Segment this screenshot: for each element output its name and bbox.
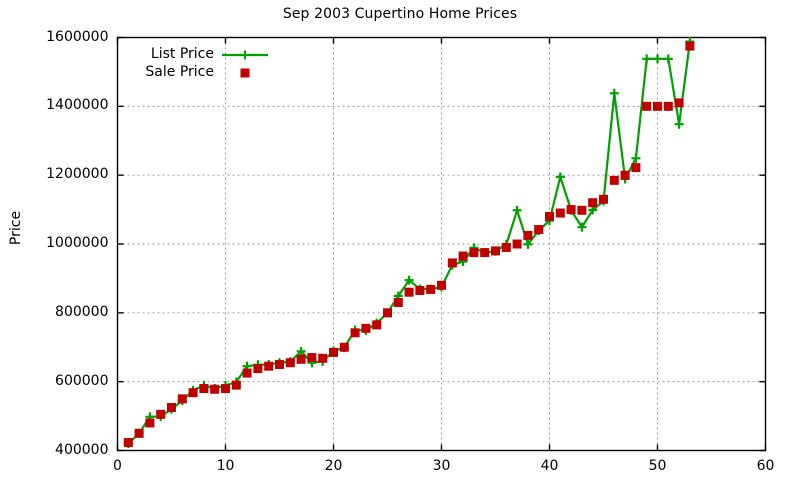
data-point-sale-price bbox=[231, 380, 241, 390]
x-tick-label: 60 bbox=[756, 457, 775, 474]
data-point-sale-price bbox=[609, 175, 619, 185]
data-point-sale-price bbox=[393, 298, 403, 308]
data-point-sale-price bbox=[415, 285, 425, 295]
data-point-sale-price bbox=[264, 361, 274, 371]
x-tick-label: 0 bbox=[113, 457, 122, 474]
y-tick-label: 1200000 bbox=[46, 166, 109, 183]
data-point-sale-price bbox=[685, 41, 695, 51]
data-point-list-price bbox=[674, 119, 684, 129]
data-point-sale-price bbox=[372, 320, 382, 330]
data-point-sale-price bbox=[642, 101, 652, 111]
legend-label-list-price: List Price bbox=[150, 46, 214, 62]
data-point-sale-price bbox=[275, 359, 284, 369]
data-point-sale-price bbox=[631, 163, 641, 173]
data-point-sale-price bbox=[318, 353, 328, 363]
y-tick-label: 1600000 bbox=[46, 28, 109, 45]
x-tick-label: 10 bbox=[216, 457, 235, 474]
data-point-list-price bbox=[404, 275, 414, 285]
data-point-sale-price bbox=[674, 98, 684, 108]
data-point-sale-price bbox=[221, 384, 230, 394]
data-point-sale-price bbox=[361, 323, 371, 333]
data-point-sale-price bbox=[555, 208, 565, 218]
data-point-sale-price bbox=[329, 347, 338, 357]
chart-title: Sep 2003 Cupertino Home Prices bbox=[282, 6, 518, 22]
data-point-sale-price bbox=[663, 101, 673, 111]
y-tick-label: 400000 bbox=[55, 441, 109, 458]
data-point-sale-price bbox=[653, 101, 662, 111]
data-point-list-price bbox=[609, 88, 619, 98]
data-point-list-price bbox=[523, 239, 533, 249]
data-point-list-price bbox=[642, 54, 652, 64]
data-point-sale-price bbox=[188, 388, 198, 398]
data-point-sale-price bbox=[523, 230, 533, 240]
data-point-list-price bbox=[663, 54, 673, 64]
data-point-list-price bbox=[296, 346, 306, 356]
data-point-sale-price bbox=[599, 194, 608, 204]
data-point-sale-price bbox=[134, 428, 144, 438]
data-point-sale-price bbox=[447, 258, 457, 268]
data-point-sale-price bbox=[491, 246, 500, 256]
data-point-sale-price bbox=[296, 354, 306, 364]
legend-swatch-sale-price bbox=[240, 68, 250, 78]
data-point-sale-price bbox=[545, 211, 554, 221]
data-point-sale-price bbox=[253, 364, 263, 374]
data-point-list-price bbox=[577, 222, 587, 232]
y-tick-label: 1400000 bbox=[46, 97, 109, 114]
data-point-sale-price bbox=[339, 342, 349, 352]
data-point-sale-price bbox=[307, 353, 317, 363]
data-point-sale-price bbox=[501, 242, 511, 252]
x-tick-label: 50 bbox=[648, 457, 667, 474]
data-point-sale-price bbox=[285, 358, 295, 368]
data-point-sale-price bbox=[588, 198, 598, 208]
data-point-sale-price bbox=[210, 384, 220, 394]
data-point-sale-price bbox=[469, 248, 479, 258]
data-point-list-price bbox=[653, 54, 662, 64]
data-point-sale-price bbox=[145, 418, 155, 428]
data-point-sale-price bbox=[620, 170, 630, 180]
data-point-sale-price bbox=[566, 205, 576, 215]
data-point-sale-price bbox=[404, 287, 414, 297]
x-tick-label: 30 bbox=[432, 457, 451, 474]
data-point-sale-price bbox=[383, 308, 392, 318]
y-tick-label: 800000 bbox=[55, 303, 109, 320]
data-point-sale-price bbox=[534, 225, 544, 235]
x-tick-label: 20 bbox=[324, 457, 343, 474]
data-point-list-price bbox=[555, 172, 565, 182]
data-point-sale-price bbox=[512, 239, 522, 249]
y-tick-label: 600000 bbox=[55, 372, 109, 389]
legend-swatch-list-price bbox=[222, 50, 268, 60]
data-point-sale-price bbox=[350, 328, 360, 338]
x-tick-label: 40 bbox=[540, 457, 559, 474]
data-point-sale-price bbox=[437, 280, 446, 290]
data-point-list-price bbox=[512, 205, 522, 215]
data-point-sale-price bbox=[167, 402, 176, 412]
data-point-sale-price bbox=[177, 394, 187, 404]
data-point-sale-price bbox=[458, 251, 468, 261]
data-point-sale-price bbox=[577, 205, 587, 215]
data-point-sale-price bbox=[426, 284, 436, 294]
y-tick-label: 1000000 bbox=[46, 235, 109, 251]
data-point-sale-price bbox=[156, 409, 166, 419]
data-point-sale-price bbox=[242, 368, 252, 378]
data-point-list-price bbox=[631, 153, 641, 163]
data-point-sale-price bbox=[199, 384, 209, 394]
legend-label-sale-price: Sale Price bbox=[145, 64, 214, 80]
data-point-sale-price bbox=[480, 248, 490, 258]
data-point-sale-price bbox=[123, 438, 133, 448]
